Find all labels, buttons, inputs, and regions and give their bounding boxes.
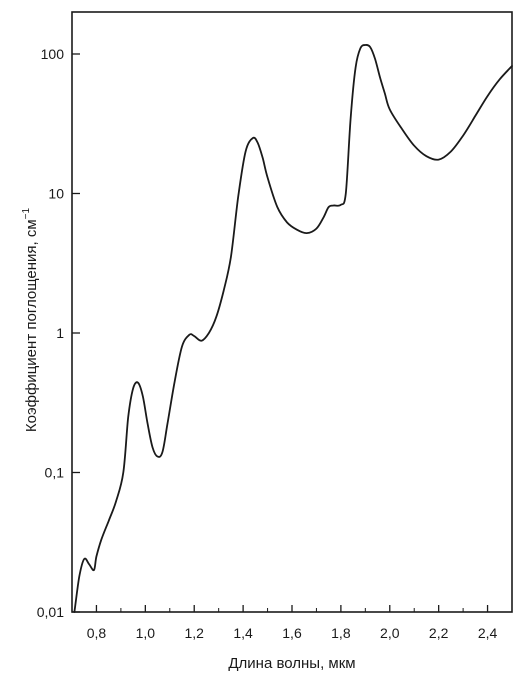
x-tick-label: 1,8	[331, 625, 351, 641]
x-tick-label: 2,0	[380, 625, 400, 641]
x-axis-title: Длина волны, мкм	[228, 655, 355, 672]
y-axis-title-text: Коэффициент поглощения, см	[23, 219, 40, 432]
x-axis: 0,8 1,0 1,2 1,4 1,6 1,8 2,0 2,2 2,4	[71, 605, 513, 641]
y-tick-label: 10	[48, 185, 64, 201]
series-line	[73, 44, 513, 613]
y-tick-label: 0,1	[45, 464, 65, 480]
x-tick-label: 0,8	[87, 625, 107, 641]
x-tick-label: 2,2	[429, 625, 449, 641]
x-tick-label: 1,6	[282, 625, 302, 641]
x-tick-label: 1,2	[184, 625, 204, 641]
x-tick-label: 2,4	[478, 625, 498, 641]
y-axis-title: Коэффициент поглощения, см−1	[21, 207, 40, 432]
y-tick-label: 100	[41, 46, 65, 62]
x-tick-label: 1,4	[233, 625, 253, 641]
x-tick-label: 1,0	[136, 625, 156, 641]
y-tick-label: 0,01	[37, 604, 64, 620]
y-axis-title-sup: −1	[21, 207, 32, 219]
y-tick-label: 1	[56, 325, 64, 341]
y-axis: 0,01 0,1 1 10 100	[37, 46, 80, 620]
plot-frame	[71, 11, 513, 613]
